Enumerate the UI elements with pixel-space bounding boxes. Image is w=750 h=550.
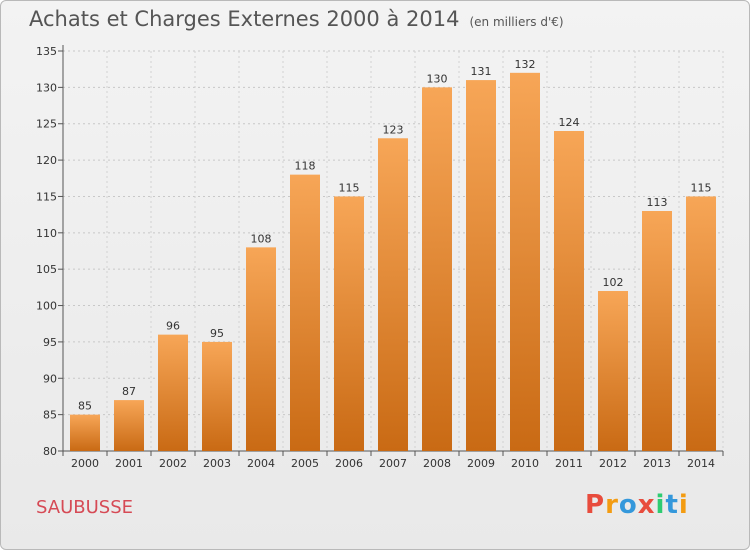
- bar-2004: [246, 247, 276, 451]
- bar-2007: [378, 138, 408, 452]
- value-label-2007: 123: [383, 123, 404, 136]
- bar-2006: [334, 196, 364, 451]
- x-tick-label-2006: 2006: [335, 457, 363, 470]
- value-label-2006: 115: [339, 181, 360, 194]
- bar-2003: [202, 341, 232, 451]
- x-tick-label-2005: 2005: [291, 457, 319, 470]
- x-tick-label-2001: 2001: [115, 457, 143, 470]
- x-tick-label-2014: 2014: [687, 457, 715, 470]
- bar-2010: [510, 72, 540, 452]
- y-tick-label: 125: [36, 118, 57, 131]
- bar-2013: [642, 211, 672, 451]
- x-tick-label-2002: 2002: [159, 457, 187, 470]
- y-tick-label: 100: [36, 300, 57, 313]
- x-tick-label-2009: 2009: [467, 457, 495, 470]
- x-tick-label-2013: 2013: [643, 457, 671, 470]
- value-label-2013: 113: [647, 196, 668, 209]
- bars: [70, 72, 716, 452]
- bar-2011: [554, 131, 584, 451]
- x-tick-label-2003: 2003: [203, 457, 231, 470]
- value-label-2002: 96: [166, 320, 180, 333]
- x-tick-label-2010: 2010: [511, 457, 539, 470]
- bar-2008: [422, 87, 452, 451]
- x-tick-label-2000: 2000: [71, 457, 99, 470]
- y-tick-label: 130: [36, 81, 57, 94]
- logo-letter: x: [637, 490, 656, 520]
- chart-subtitle: (en milliers d'€): [469, 15, 564, 29]
- bar-2000: [70, 414, 100, 451]
- value-label-2008: 130: [427, 72, 448, 85]
- proxiti-logo: Proxiti: [585, 490, 689, 520]
- bar-2009: [466, 80, 496, 451]
- logo-letter: i: [655, 490, 666, 520]
- x-tick-label-2007: 2007: [379, 457, 407, 470]
- y-tick-label: 90: [43, 372, 57, 385]
- y-tick-label: 85: [43, 409, 57, 422]
- value-label-2000: 85: [78, 400, 92, 413]
- value-label-2011: 124: [559, 116, 580, 129]
- x-tick-label-2012: 2012: [599, 457, 627, 470]
- commune-name: SAUBUSSE: [36, 497, 133, 518]
- y-tick-label: 115: [36, 190, 57, 203]
- bar-2005: [290, 174, 320, 452]
- logo-letter: o: [618, 490, 638, 520]
- value-label-2014: 115: [691, 181, 712, 194]
- y-tick-label: 135: [36, 45, 57, 58]
- value-label-2012: 102: [603, 276, 624, 289]
- x-tick-label-2011: 2011: [555, 457, 583, 470]
- value-label-2003: 95: [210, 327, 224, 340]
- value-label-2004: 108: [251, 232, 272, 245]
- y-tick-label: 80: [43, 445, 57, 458]
- y-tick-label: 110: [36, 227, 57, 240]
- chart-title-text: Achats et Charges Externes 2000 à 2014: [29, 7, 460, 31]
- value-labels: 85 87 96 95 108 118 115 123 130 131 132 124 102 113 11…: [78, 58, 712, 413]
- y-tick-label: 105: [36, 263, 57, 276]
- value-label-2009: 131: [471, 65, 492, 78]
- bar-2002: [158, 334, 188, 451]
- logo-letter: t: [665, 490, 679, 520]
- y-tick-label: 120: [36, 154, 57, 167]
- y-tick-label: 95: [43, 336, 57, 349]
- x-tick-label-2004: 2004: [247, 457, 275, 470]
- value-label-2005: 118: [295, 160, 316, 173]
- chart-title: Achats et Charges Externes 2000 à 2014 (e…: [29, 7, 564, 31]
- value-label-2001: 87: [122, 385, 136, 398]
- value-label-2010: 132: [515, 58, 536, 71]
- logo-letter: P: [585, 490, 606, 520]
- bar-2014: [686, 196, 716, 451]
- bar-2012: [598, 291, 628, 451]
- bar-2001: [114, 400, 144, 451]
- logo-letter: i: [678, 490, 689, 520]
- logo-letter: r: [605, 490, 619, 520]
- x-tick-label-2008: 2008: [423, 457, 451, 470]
